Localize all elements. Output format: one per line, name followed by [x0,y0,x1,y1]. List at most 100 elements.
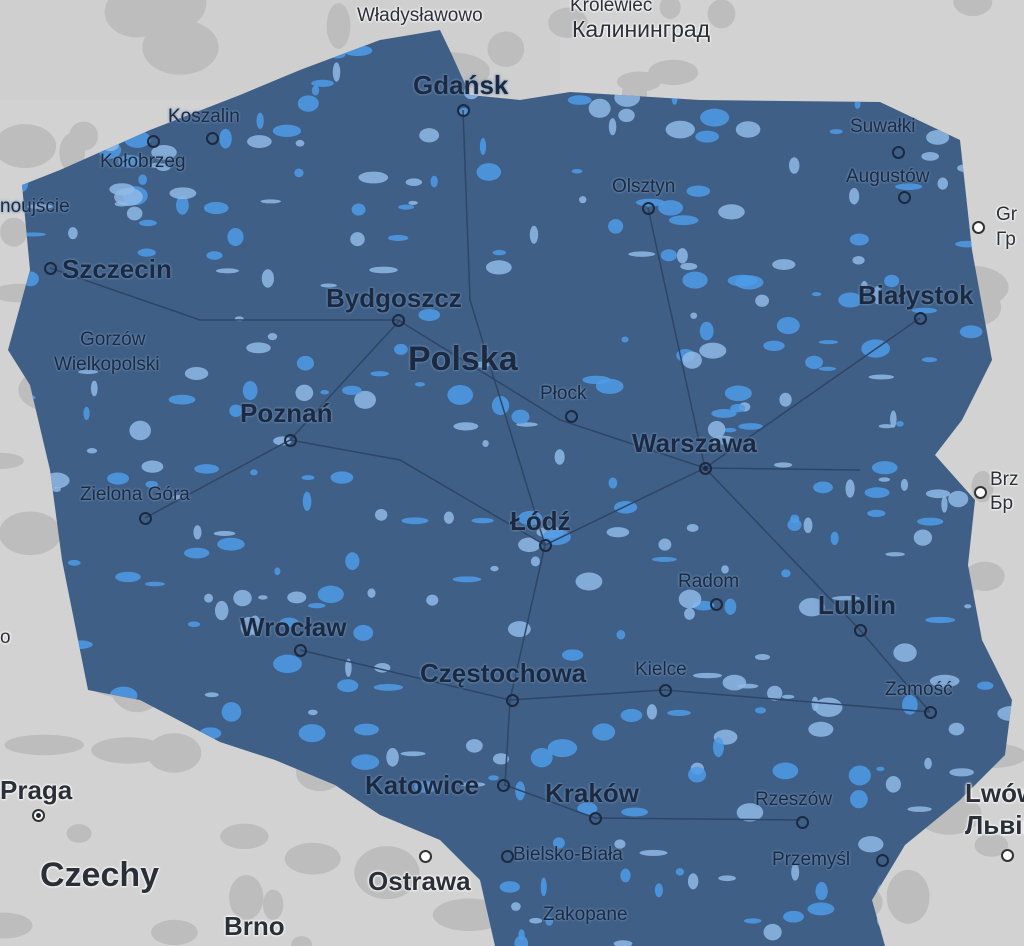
city-marker-icon[interactable] [892,146,905,159]
coverage-gap [789,157,800,174]
city-marker-icon[interactable] [659,684,672,697]
coverage-gap [295,384,314,402]
coverage-gap [852,255,865,265]
coverage-gap [151,145,177,160]
coverage-gap [878,424,894,429]
coverage-gap [68,757,79,776]
coverage-gap [518,537,541,553]
coverage-gap [152,715,162,723]
city-marker-icon[interactable] [139,512,152,525]
coverage-gap [330,471,354,484]
city-marker-icon[interactable] [589,812,602,825]
coverage-gap [414,781,437,793]
coverage-gap [858,836,884,853]
coverage-gap [722,674,747,691]
city-marker-icon[interactable] [876,854,889,867]
coverage-gap [351,754,380,770]
place-label: Poznań [240,398,333,428]
coverage-gap [332,871,349,891]
coverage-gap [298,724,326,743]
coverage-gap [213,531,236,536]
city-marker-icon[interactable] [642,202,655,215]
coverage-gap [884,274,900,288]
coverage-gap [287,897,312,904]
city-marker-icon[interactable] [497,779,510,792]
place-label: Bielsko-Biała [513,844,623,865]
coverage-gap [998,30,1007,42]
coverage-gap [353,930,379,941]
place-label: Wielkopolski [54,354,160,375]
coverage-gap [811,292,822,297]
coverage-gap [561,649,584,661]
coverage-gap [96,915,121,923]
coverage-gap [755,294,769,307]
coverage-gap [675,868,685,876]
terrain-patch [160,26,186,44]
terrain-patch [91,737,165,764]
coverage-gap [67,559,81,566]
place-label: Brno [224,911,285,941]
coverage-gap [342,385,362,396]
coverage-gap [323,809,336,816]
city-marker-icon[interactable] [501,850,514,863]
city-marker-icon[interactable] [539,539,552,552]
city-marker-icon[interactable] [44,262,57,275]
city-marker-icon[interactable] [392,314,405,327]
coverage-gap [311,85,320,96]
coverage-gap [430,175,438,188]
city-marker-icon[interactable] [898,191,911,204]
coverage-gap [913,529,933,546]
terrain-patch [487,31,525,68]
coverage-gap [199,727,222,740]
city-marker-icon[interactable] [284,434,297,447]
city-marker-icon[interactable] [710,598,723,611]
city-marker-icon[interactable] [1001,849,1014,862]
coverage-gap [8,711,24,718]
city-marker-icon[interactable] [699,462,712,475]
coverage-gap [699,342,727,359]
city-marker-icon[interactable] [974,486,987,499]
coverage-gap [332,62,341,82]
coverage-gap [682,271,708,289]
coverage-gap [699,321,714,341]
coverage-gap [453,422,479,431]
city-marker-icon[interactable] [147,135,160,148]
place-label: Szczecin [62,254,172,284]
coverage-gap [577,802,598,815]
coverage-gap [991,530,1004,549]
coverage-gap [807,902,835,916]
coverage-gap [867,509,886,517]
coverage-gap [187,621,201,628]
city-marker-icon[interactable] [32,809,45,822]
city-marker-icon[interactable] [924,706,937,719]
city-marker-icon[interactable] [972,221,985,234]
city-marker-icon[interactable] [854,624,867,637]
city-marker-icon[interactable] [914,312,927,325]
city-marker-icon[interactable] [506,694,519,707]
coverage-gap [941,496,948,513]
coverage-gap [394,343,408,355]
coverage-gap [964,604,972,609]
city-marker-icon[interactable] [294,644,307,657]
place-label: Łódź [510,506,571,536]
coverage-gap [183,834,203,845]
coverage-gap [996,409,1012,418]
city-marker-icon[interactable] [419,850,432,863]
city-marker-icon[interactable] [565,410,578,423]
coverage-gap [616,630,626,640]
coverage-gap [272,124,302,138]
coverage-gap [287,591,307,604]
coverage-gap [695,130,719,143]
place-label: Władysławowo [357,5,483,26]
coverage-gap [184,547,210,559]
city-marker-icon[interactable] [457,104,470,117]
coverage-gap [1001,673,1012,683]
place-label: Brz [990,469,1019,490]
city-marker-icon[interactable] [796,816,809,829]
city-marker-icon[interactable] [206,132,219,145]
coverage-gap [813,481,833,494]
place-label: Gdańsk [413,70,509,100]
coverage-gap [204,593,214,603]
coverage-gap [721,565,729,574]
